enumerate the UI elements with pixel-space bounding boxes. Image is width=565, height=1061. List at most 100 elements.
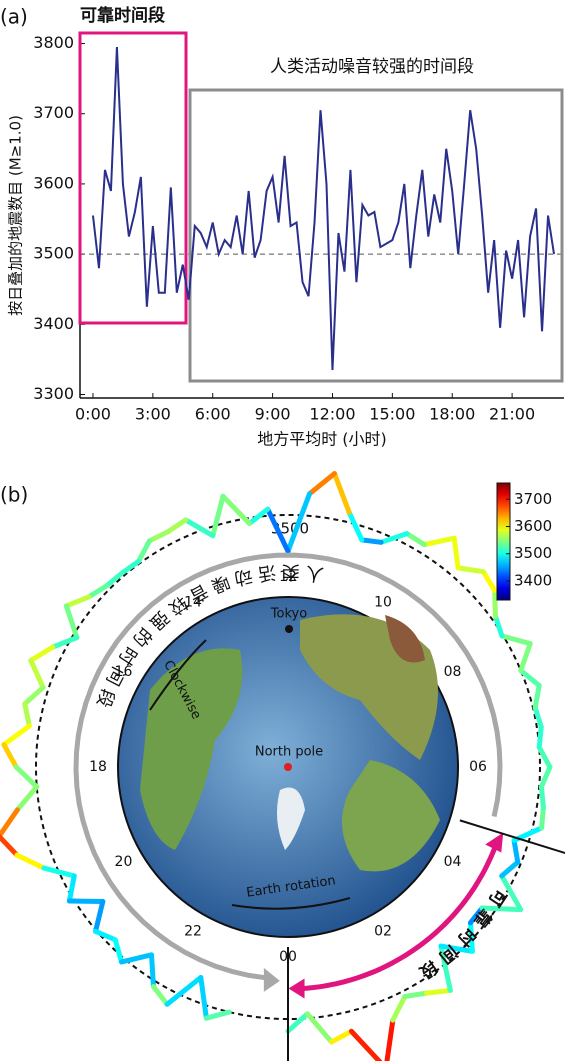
trace-segment [63, 594, 92, 609]
trace-segment [165, 517, 189, 535]
colorbar-label: 3500 [514, 544, 552, 562]
colorbar-label: 3400 [514, 571, 552, 589]
colorbar [496, 482, 511, 601]
panel-label: (a) [0, 5, 28, 29]
trace-segment [246, 506, 271, 527]
reliable-arc [302, 845, 498, 991]
y-tick-label: 3800 [33, 33, 74, 52]
trace-segment [404, 531, 427, 548]
data-line [91, 46, 556, 370]
trace-segment [538, 764, 553, 790]
annotation: 可靠时间段 [409, 885, 510, 988]
annotation: North pole [255, 745, 323, 760]
x-tick-label: 0:00 [75, 405, 111, 424]
trace-segment [66, 898, 106, 905]
trace-segment [438, 943, 453, 993]
trace-segment [104, 570, 125, 589]
x-tick-label: 21:00 [489, 405, 535, 424]
trace-segment [438, 943, 475, 954]
hour-label: 18 [89, 759, 107, 775]
hour-label: 14 [184, 594, 202, 610]
y-tick-label: 3300 [33, 384, 74, 403]
x-tick-label: 9:00 [255, 405, 291, 424]
trace-segment [304, 1011, 335, 1045]
rotation-arrow [231, 897, 351, 910]
annotation: Tokyo [270, 607, 307, 622]
y-tick-label: 3700 [33, 103, 74, 122]
trace-segment [536, 744, 553, 770]
hour-label: 10 [374, 594, 392, 610]
panel-b: (b)3500000204060810121416182022340035003… [0, 471, 565, 1061]
trace-segment [538, 784, 546, 810]
trace-segment [285, 491, 312, 554]
annotation: 可靠时间段 [80, 5, 165, 26]
land [140, 648, 243, 850]
trace-segment [492, 613, 505, 639]
reliable-box [78, 31, 188, 325]
noisy-box [188, 88, 564, 383]
x-tick-label: 6:00 [195, 405, 231, 424]
trace-segment [390, 993, 408, 1023]
trace-segment [220, 493, 252, 527]
hour-label: 02 [374, 924, 392, 940]
trace-segment [93, 928, 118, 943]
trace-segment [146, 529, 171, 544]
panel-label: (b) [0, 483, 28, 507]
trace-segment [0, 834, 20, 858]
trace-segment [480, 569, 498, 593]
trace-segment [198, 974, 209, 1021]
x-axis-label: 地方平均时 (小时) [257, 430, 387, 449]
trace-segment [1, 723, 32, 748]
trace-segment [22, 701, 32, 729]
x-tick-label: 12:00 [309, 405, 355, 424]
land [385, 615, 425, 663]
trace-segment [378, 531, 410, 545]
trace-segment [112, 937, 124, 965]
hour-label: 20 [115, 854, 133, 870]
trace-segment [13, 764, 40, 790]
y-tick-label: 3600 [33, 173, 74, 192]
land [342, 760, 440, 872]
trace-segment [455, 565, 486, 575]
greenland [276, 787, 305, 850]
trace-segment [499, 873, 524, 913]
trace-segment [511, 837, 521, 865]
x-tick-label: 15:00 [369, 405, 415, 424]
trace-segment [119, 558, 142, 576]
hour-label: 22 [184, 924, 202, 940]
trace-segment [86, 583, 110, 600]
trace-segment [118, 952, 155, 965]
reference-circle [35, 514, 541, 1020]
y-tick-label: 3500 [33, 244, 74, 263]
trace-segment [346, 509, 365, 543]
hour-label: 12 [279, 569, 297, 585]
y-tick-label: 3400 [33, 314, 74, 333]
trace-segment [421, 535, 457, 548]
noise-arc [73, 552, 503, 981]
trace-segment [14, 784, 40, 813]
trace-segment [14, 852, 47, 871]
trace-segment [518, 641, 533, 674]
hour-label: 08 [444, 664, 462, 680]
trace-segment [492, 587, 498, 619]
arrowhead [485, 832, 504, 853]
trace-segment [136, 538, 152, 564]
trace-segment [451, 535, 461, 571]
trace-segment [331, 471, 352, 515]
trace-segment [164, 974, 204, 1007]
trace-segment [50, 635, 80, 650]
trace-segment [1, 742, 19, 770]
annotation-text: 可靠时间段 [409, 885, 502, 988]
trace-segment [183, 517, 216, 539]
trace-segment [28, 644, 56, 663]
trace-segment [93, 899, 106, 934]
trace-segment [210, 493, 226, 539]
trace-segment [424, 987, 453, 996]
trace-segment [149, 952, 156, 990]
trace-segment [41, 865, 77, 879]
trace-segment [329, 1028, 354, 1045]
trace-segment [306, 471, 337, 497]
trace-segment [66, 873, 77, 904]
arrowhead [263, 967, 280, 992]
